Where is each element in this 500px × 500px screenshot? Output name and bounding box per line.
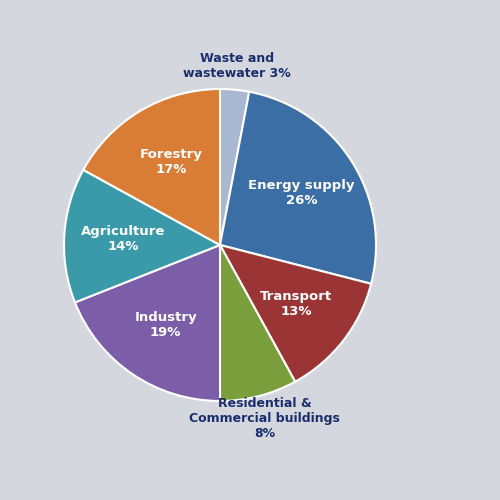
Text: Industry
19%: Industry 19% [134, 311, 197, 339]
Wedge shape [84, 89, 220, 245]
Text: Waste and
wastewater 3%: Waste and wastewater 3% [183, 52, 291, 80]
Text: Agriculture
14%: Agriculture 14% [82, 225, 166, 253]
Wedge shape [75, 245, 220, 401]
Text: Residential &
Commercial buildings
8%: Residential & Commercial buildings 8% [189, 398, 340, 440]
Text: Transport
13%: Transport 13% [260, 290, 332, 318]
Text: Energy supply
26%: Energy supply 26% [248, 179, 355, 207]
Wedge shape [64, 170, 220, 302]
Wedge shape [220, 89, 249, 245]
Wedge shape [220, 245, 371, 382]
Wedge shape [220, 245, 295, 401]
Text: Forestry
17%: Forestry 17% [140, 148, 202, 176]
Wedge shape [220, 92, 376, 284]
